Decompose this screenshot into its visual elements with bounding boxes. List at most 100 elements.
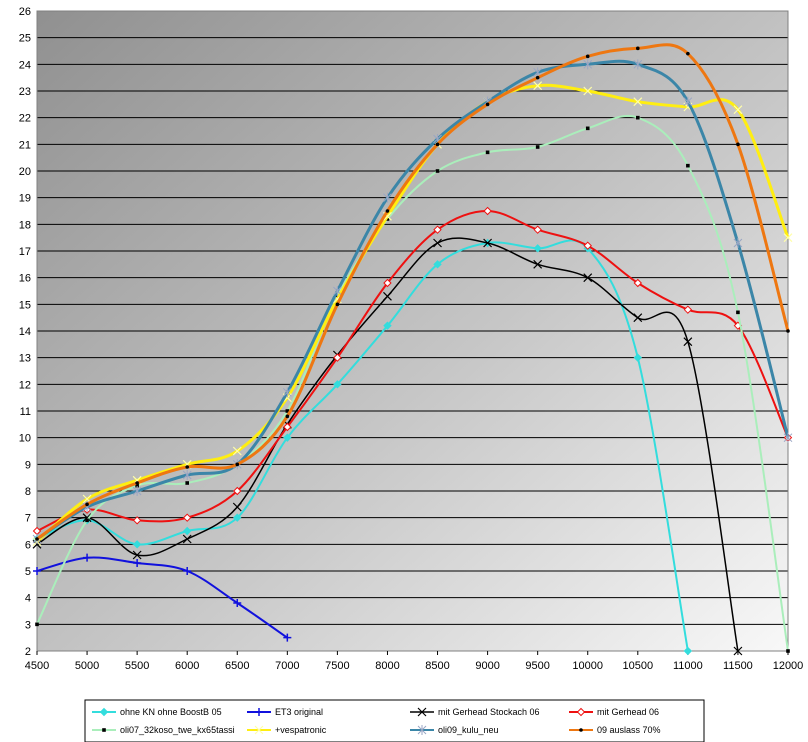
x-tick-label: 5000 xyxy=(75,660,99,672)
series-line xyxy=(36,115,789,652)
x-tick-label: 6500 xyxy=(225,660,249,672)
data-point xyxy=(633,59,643,70)
data-point xyxy=(285,409,290,413)
data-point xyxy=(232,502,242,512)
data-point xyxy=(383,321,392,330)
data-point xyxy=(633,313,643,323)
y-tick-label: 11 xyxy=(20,406,31,418)
x-tick-label: 8000 xyxy=(375,660,399,672)
data-point xyxy=(233,486,242,496)
x-tick-label: 7000 xyxy=(275,660,299,672)
series-line xyxy=(36,59,790,541)
data-point xyxy=(733,238,743,248)
x-tick-label: 11000 xyxy=(673,660,703,672)
data-point xyxy=(285,414,290,419)
data-point xyxy=(185,481,189,485)
data-point xyxy=(283,633,292,642)
x-tick-label: 10500 xyxy=(623,660,654,672)
data-point xyxy=(576,707,586,717)
data-point xyxy=(433,260,442,269)
data-point xyxy=(786,649,790,653)
y-tick-label: 9 xyxy=(25,459,31,471)
y-tick-label: 2 xyxy=(25,646,31,658)
data-point xyxy=(533,81,543,91)
series-8 xyxy=(35,43,790,541)
y-tick-label: 7 xyxy=(25,513,31,525)
series-4 xyxy=(32,206,793,536)
y-tick-label: 13 xyxy=(19,353,31,365)
series-line xyxy=(36,237,739,652)
data-point xyxy=(385,209,390,213)
data-point xyxy=(333,380,342,389)
data-point xyxy=(383,291,392,301)
data-point xyxy=(733,646,743,656)
data-point xyxy=(132,516,142,525)
data-point xyxy=(283,433,292,442)
legend-box xyxy=(84,699,705,742)
y-tick-label: 5 xyxy=(25,566,31,578)
data-point xyxy=(283,422,292,432)
data-point xyxy=(533,259,543,269)
data-point xyxy=(182,534,192,544)
y-tick-label: 22 xyxy=(19,113,31,125)
data-point xyxy=(182,513,192,522)
x-tick-label: 6000 xyxy=(175,660,199,672)
data-point xyxy=(135,481,139,485)
data-point xyxy=(683,646,693,656)
data-point xyxy=(683,305,693,314)
y-tick-label: 6 xyxy=(25,539,31,551)
legend-item: oli09_kulu_neu xyxy=(410,725,499,735)
data-point xyxy=(533,244,542,253)
data-point xyxy=(636,46,640,51)
y-tick-label: 19 xyxy=(19,193,31,205)
data-point xyxy=(83,553,92,562)
x-tick-label: 11500 xyxy=(723,660,753,672)
data-point xyxy=(133,559,142,567)
x-tick-label: 9000 xyxy=(475,660,499,672)
series-line xyxy=(36,83,790,543)
data-point xyxy=(254,725,264,735)
legend-label: oli07_32koso_twe_kx65tassi xyxy=(120,725,235,735)
data-point xyxy=(417,707,427,717)
data-point xyxy=(102,728,106,732)
y-tick-label: 21 xyxy=(19,139,31,151)
data-point xyxy=(82,513,92,523)
data-point xyxy=(383,192,392,203)
x-axis: 4500 5000 5500 6000 6500 7000 7500 8000 8500 9000… xyxy=(25,651,804,672)
data-point xyxy=(585,54,590,59)
data-point xyxy=(335,302,340,307)
data-point xyxy=(783,233,793,243)
data-point xyxy=(132,486,142,496)
legend-item: 09 auslass 70% xyxy=(569,725,661,735)
data-point xyxy=(736,142,740,147)
data-point xyxy=(633,278,643,288)
legend-label: 09 auslass 70% xyxy=(597,725,661,735)
legend-label: +vespatronic xyxy=(275,725,327,735)
legend-item: mit Gerhead 06 xyxy=(569,707,659,717)
data-point xyxy=(733,105,743,115)
y-tick-label: 15 xyxy=(19,299,31,311)
data-point xyxy=(533,225,542,234)
data-point xyxy=(583,241,592,250)
data-point xyxy=(235,462,240,467)
y-tick-label: 16 xyxy=(19,273,31,285)
data-point xyxy=(383,278,392,288)
data-point xyxy=(535,75,540,80)
data-point xyxy=(417,725,427,735)
legend-item: ohne KN ohne BoostB 05 xyxy=(92,707,222,717)
legend-item: ET3 original xyxy=(247,707,323,717)
x-tick-label: 9500 xyxy=(525,660,549,672)
y-axis: 2345678910111213141516171819202122232425… xyxy=(19,6,31,658)
legend-label: mit Gerhead 06 xyxy=(597,707,659,717)
data-point xyxy=(333,286,342,296)
data-point xyxy=(85,518,89,523)
legend-label: oli09_kulu_neu xyxy=(438,725,499,735)
x-tick-label: 12000 xyxy=(773,660,804,672)
data-point xyxy=(33,567,41,575)
x-tick-label: 8500 xyxy=(425,660,449,672)
data-point xyxy=(683,96,693,107)
data-point xyxy=(686,51,690,56)
data-point xyxy=(85,502,89,507)
y-tick-label: 17 xyxy=(19,246,31,258)
data-point xyxy=(483,238,493,248)
